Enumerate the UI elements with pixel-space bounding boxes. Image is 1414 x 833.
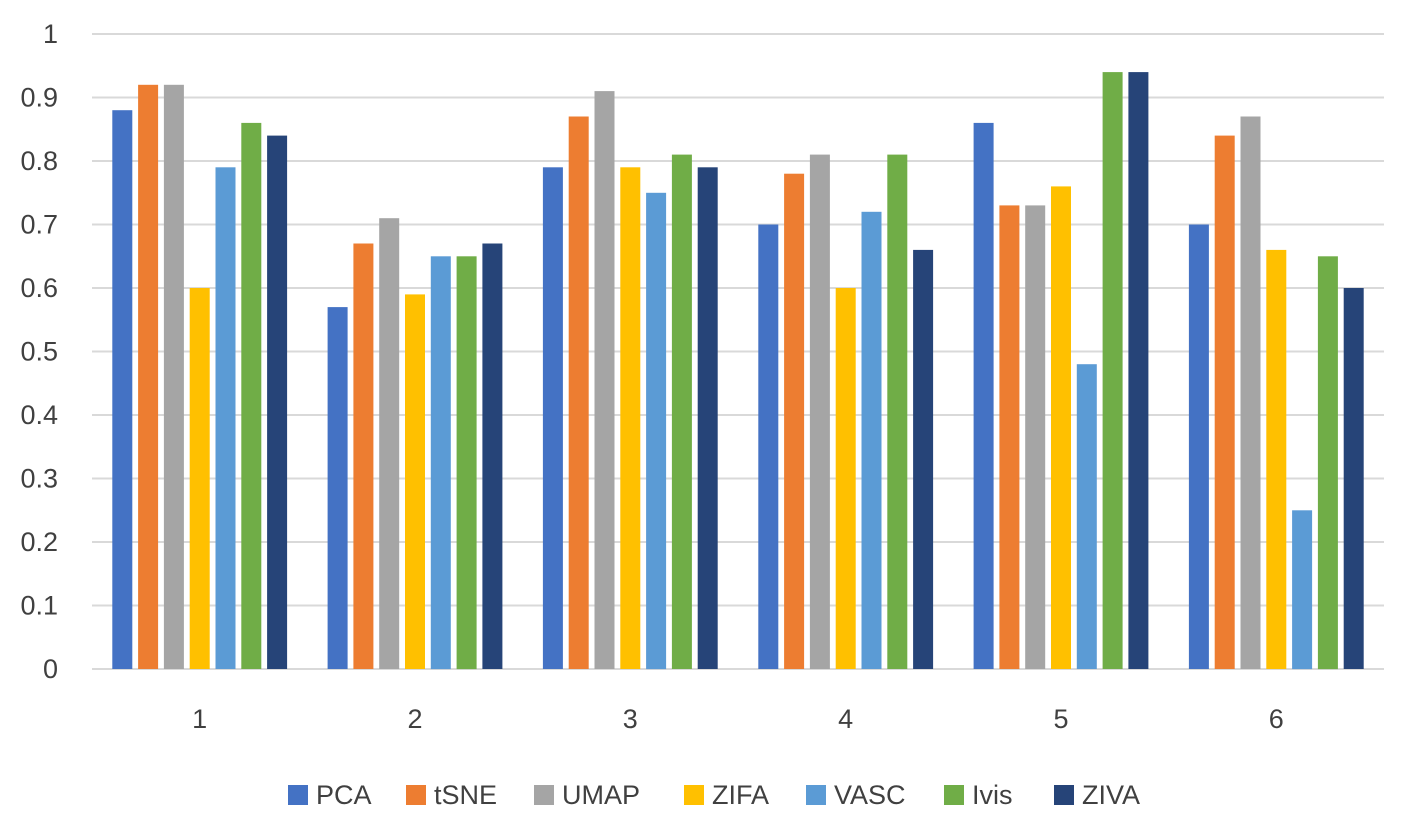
- x-tick-label: 4: [838, 704, 853, 734]
- y-tick-label: 0.7: [20, 210, 58, 240]
- bar-ivis-1: [241, 122, 262, 669]
- legend-item-zifa: ZIFA: [684, 780, 769, 810]
- legend: PCA tSNE UMAP ZIFA VASC Ivis ZIVA: [288, 780, 1140, 810]
- x-tick-label: 1: [192, 704, 207, 734]
- bar-tsne-2: [353, 243, 374, 669]
- y-tick-label: 0: [43, 654, 58, 684]
- bar-vasc-5: [1076, 364, 1097, 669]
- bar-ivis-5: [1102, 72, 1123, 670]
- legend-label: ZIVA: [1082, 780, 1140, 810]
- legend-swatch: [806, 785, 826, 805]
- bar-vasc-6: [1292, 510, 1313, 670]
- bar-vasc-3: [646, 192, 667, 670]
- bar-umap-3: [594, 91, 615, 670]
- bar-pca-6: [1188, 224, 1209, 669]
- bar-pca-4: [758, 224, 779, 669]
- x-tick-label: 5: [1053, 704, 1068, 734]
- bar-zifa-2: [405, 294, 425, 669]
- bar-ivis-6: [1317, 256, 1338, 670]
- legend-item-ivis: Ivis: [944, 780, 1013, 810]
- legend-label: Ivis: [972, 780, 1013, 810]
- legend-item-umap: UMAP: [534, 780, 640, 810]
- y-tick-label: 1: [43, 19, 58, 49]
- y-tick-label: 0.3: [20, 464, 58, 494]
- legend-label: UMAP: [562, 780, 640, 810]
- legend-label: PCA: [316, 780, 372, 810]
- bar-vasc-4: [861, 211, 882, 670]
- legend-label: VASC: [834, 780, 906, 810]
- bar-ziva-5: [1128, 72, 1149, 670]
- bar-tsne-1: [138, 84, 159, 670]
- bar-ivis-3: [671, 154, 692, 670]
- bar-umap-2: [379, 218, 400, 669]
- bar-umap-5: [1025, 205, 1046, 669]
- x-tick-label: 2: [407, 704, 422, 734]
- bar-ivis-4: [887, 154, 908, 670]
- bar-zifa-6: [1266, 249, 1287, 669]
- bar-ziva-1: [267, 135, 288, 670]
- bar-zifa-1: [189, 288, 210, 669]
- bar-vasc-1: [215, 167, 236, 670]
- bar-umap-1: [163, 84, 184, 670]
- legend-item-ziva: ZIVA: [1054, 780, 1140, 810]
- bar-tsne-5: [999, 205, 1020, 669]
- y-tick-label: 0.8: [20, 146, 58, 176]
- legend-item-tsne: tSNE: [406, 780, 497, 810]
- y-tick-label: 0.6: [20, 273, 58, 303]
- legend-item-pca: PCA: [288, 780, 372, 810]
- bar-ziva-2: [482, 243, 503, 669]
- legend-swatch: [1054, 785, 1074, 805]
- x-tick-label: 6: [1269, 704, 1284, 734]
- bar-tsne-4: [784, 173, 805, 669]
- y-tick-label: 0.2: [20, 527, 58, 557]
- y-tick-label: 0.5: [20, 337, 58, 367]
- bar-tsne-3: [568, 116, 589, 669]
- legend-swatch: [944, 785, 964, 805]
- bar-umap-4: [809, 154, 830, 670]
- legend-label: tSNE: [434, 780, 497, 810]
- legend-swatch: [406, 785, 426, 805]
- bar-umap-6: [1240, 116, 1261, 669]
- legend-swatch: [288, 785, 308, 805]
- bar-pca-1: [112, 110, 133, 669]
- bars: [112, 72, 1364, 670]
- legend-swatch: [684, 785, 704, 805]
- bar-zifa-3: [620, 167, 641, 670]
- legend-swatch: [534, 785, 554, 805]
- gridlines: [92, 33, 1384, 670]
- bar-ziva-6: [1343, 288, 1364, 669]
- bar-zifa-4: [835, 288, 856, 669]
- bar-ziva-4: [913, 249, 934, 669]
- x-tick-label: 3: [623, 704, 638, 734]
- bar-pca-2: [327, 307, 348, 669]
- bar-ziva-3: [697, 167, 718, 670]
- legend-item-vasc: VASC: [806, 780, 906, 810]
- legend-label: ZIFA: [712, 780, 769, 810]
- bar-tsne-6: [1214, 135, 1235, 670]
- bar-zifa-5: [1051, 186, 1071, 669]
- y-tick-label: 0.4: [20, 400, 58, 430]
- y-tick-label: 0.9: [20, 83, 58, 113]
- bar-vasc-2: [430, 256, 451, 670]
- bar-pca-3: [542, 167, 563, 670]
- y-tick-label: 0.1: [20, 591, 58, 621]
- bar-ivis-2: [456, 256, 477, 670]
- x-axis-tick-labels: 1 2 3 4 5 6: [192, 704, 1284, 734]
- bar-pca-5: [973, 122, 994, 669]
- y-axis-tick-labels: 0 0.1 0.2 0.3 0.4 0.5 0.6 0.7 0.8 0.9 1: [20, 19, 58, 684]
